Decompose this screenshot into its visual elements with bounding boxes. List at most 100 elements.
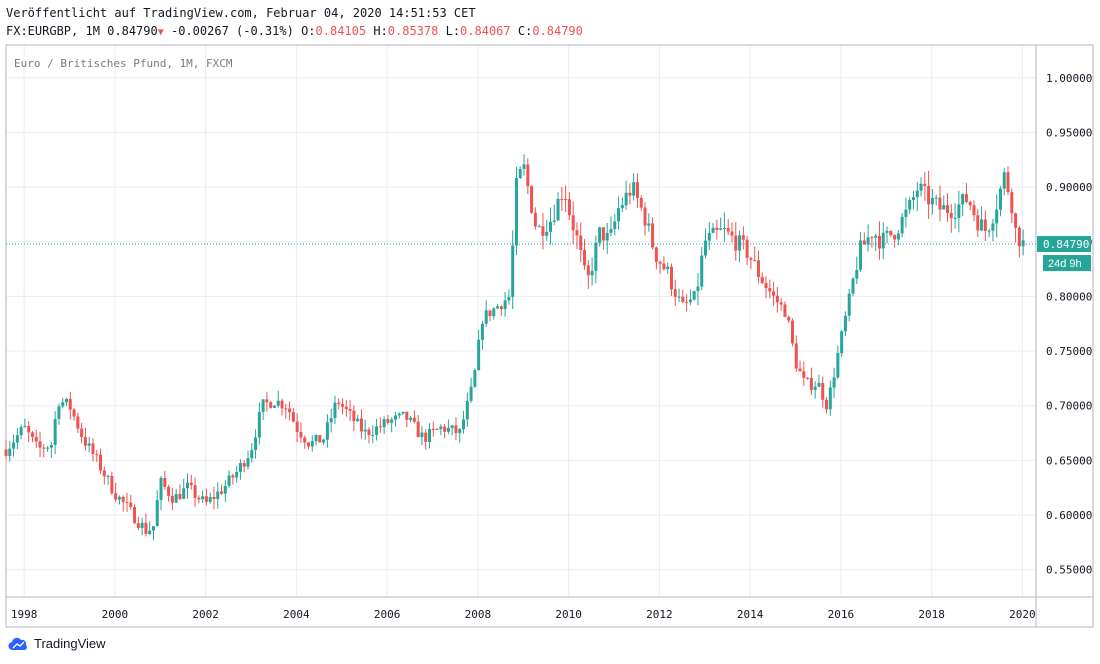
low-label: L: [445, 24, 461, 38]
candle-body [983, 219, 987, 232]
candle-body [704, 240, 708, 256]
candle-body [946, 205, 950, 213]
candle-body [223, 485, 227, 494]
candle-body [371, 434, 375, 436]
ohlc-line: FX:EURGBP, 1M 0.84790▼ -0.00267 (-0.31%)… [6, 24, 583, 40]
candle-body [216, 491, 220, 500]
footer-brand[interactable]: TradingView [8, 636, 106, 651]
candle-body [930, 198, 934, 205]
outer-frame [5, 44, 1094, 628]
candle-body [741, 235, 745, 240]
y-tick-label: 0.80000 [1046, 290, 1092, 303]
candle-body [651, 223, 655, 248]
candle-body [53, 418, 57, 445]
candle-body [730, 231, 734, 236]
candle-body [182, 488, 186, 499]
candle-body [155, 499, 159, 527]
symbol-text: FX:EURGBP, 1M [6, 24, 100, 38]
candle-body [121, 496, 125, 502]
candle-body [893, 235, 897, 240]
candle-body [276, 400, 280, 406]
candle-body [27, 426, 31, 433]
candle-body [269, 402, 273, 408]
candle-body [454, 425, 458, 434]
candle-body [953, 217, 957, 219]
candle-body [843, 315, 847, 332]
candle-body [295, 421, 299, 433]
candle-body [341, 404, 345, 407]
candle-body [261, 399, 265, 412]
candle-body [722, 227, 726, 229]
candle-body [337, 402, 341, 405]
candle-body [393, 415, 397, 420]
candle-body [518, 168, 522, 179]
candles [4, 154, 1025, 541]
open-value: 0.84105 [315, 24, 367, 38]
candle-body [514, 178, 518, 246]
candle-body [246, 458, 250, 467]
candle-body [412, 417, 416, 422]
candle-body [613, 221, 617, 230]
candle-body [409, 417, 413, 420]
candle-body [533, 212, 537, 227]
candle-body [511, 245, 515, 297]
candle-body [915, 190, 919, 198]
candle-body [49, 444, 53, 448]
candle-body [80, 428, 84, 438]
candle-body [322, 439, 326, 443]
candle-body [711, 227, 715, 233]
candle-body [1014, 213, 1018, 228]
candle-body [938, 197, 942, 210]
candle-body [817, 382, 821, 387]
candle-body [949, 212, 953, 219]
candle-body [832, 377, 836, 388]
candle-body [178, 493, 182, 499]
candle-body [726, 227, 730, 232]
candle-body [877, 235, 881, 249]
candle-body [83, 437, 87, 446]
candle-body [995, 209, 999, 224]
candle-body [492, 308, 496, 317]
candle-body [46, 447, 50, 449]
candle-body [1017, 227, 1021, 247]
x-tick-label: 2014 [737, 608, 764, 621]
candle-body [303, 437, 307, 443]
candle-body [874, 235, 878, 238]
y-tick-label: 0.70000 [1046, 400, 1092, 413]
candle-body [76, 416, 80, 429]
candle-body [594, 242, 598, 271]
candle-body [885, 230, 889, 233]
candle-body [828, 387, 832, 410]
candle-body [847, 293, 851, 316]
candle-body [567, 199, 571, 216]
candle-body [564, 199, 568, 201]
candle-body [934, 197, 938, 199]
candle-body [102, 470, 106, 477]
candle-body [783, 304, 787, 317]
plot-frame [5, 44, 1037, 598]
candle-body [560, 198, 564, 200]
candle-body [291, 412, 295, 422]
last-price-marker: 0.84790 24d 9h [1037, 236, 1091, 272]
candle-body [760, 276, 764, 283]
candle-body [431, 428, 435, 430]
x-tick-label: 1998 [11, 608, 38, 621]
candle-body [923, 183, 927, 186]
last-price: 0.84790 [107, 24, 158, 38]
candle-body [30, 432, 34, 437]
candle-body [375, 426, 379, 435]
candle-body [95, 454, 99, 456]
candle-body [125, 501, 129, 503]
candle-body [174, 493, 178, 503]
candle-body [250, 449, 254, 459]
candle-body [204, 496, 208, 502]
x-tick-label: 2012 [646, 608, 673, 621]
candle-body [484, 310, 488, 324]
price-chart[interactable]: Euro / Britisches Pfund, 1M, FXCM 1.0000… [0, 0, 1100, 632]
candle-body [586, 265, 590, 276]
candle-body [390, 419, 394, 423]
candle-body [344, 406, 348, 410]
candle-body [545, 231, 549, 236]
candle-body [170, 495, 174, 503]
candle-body [201, 496, 205, 500]
